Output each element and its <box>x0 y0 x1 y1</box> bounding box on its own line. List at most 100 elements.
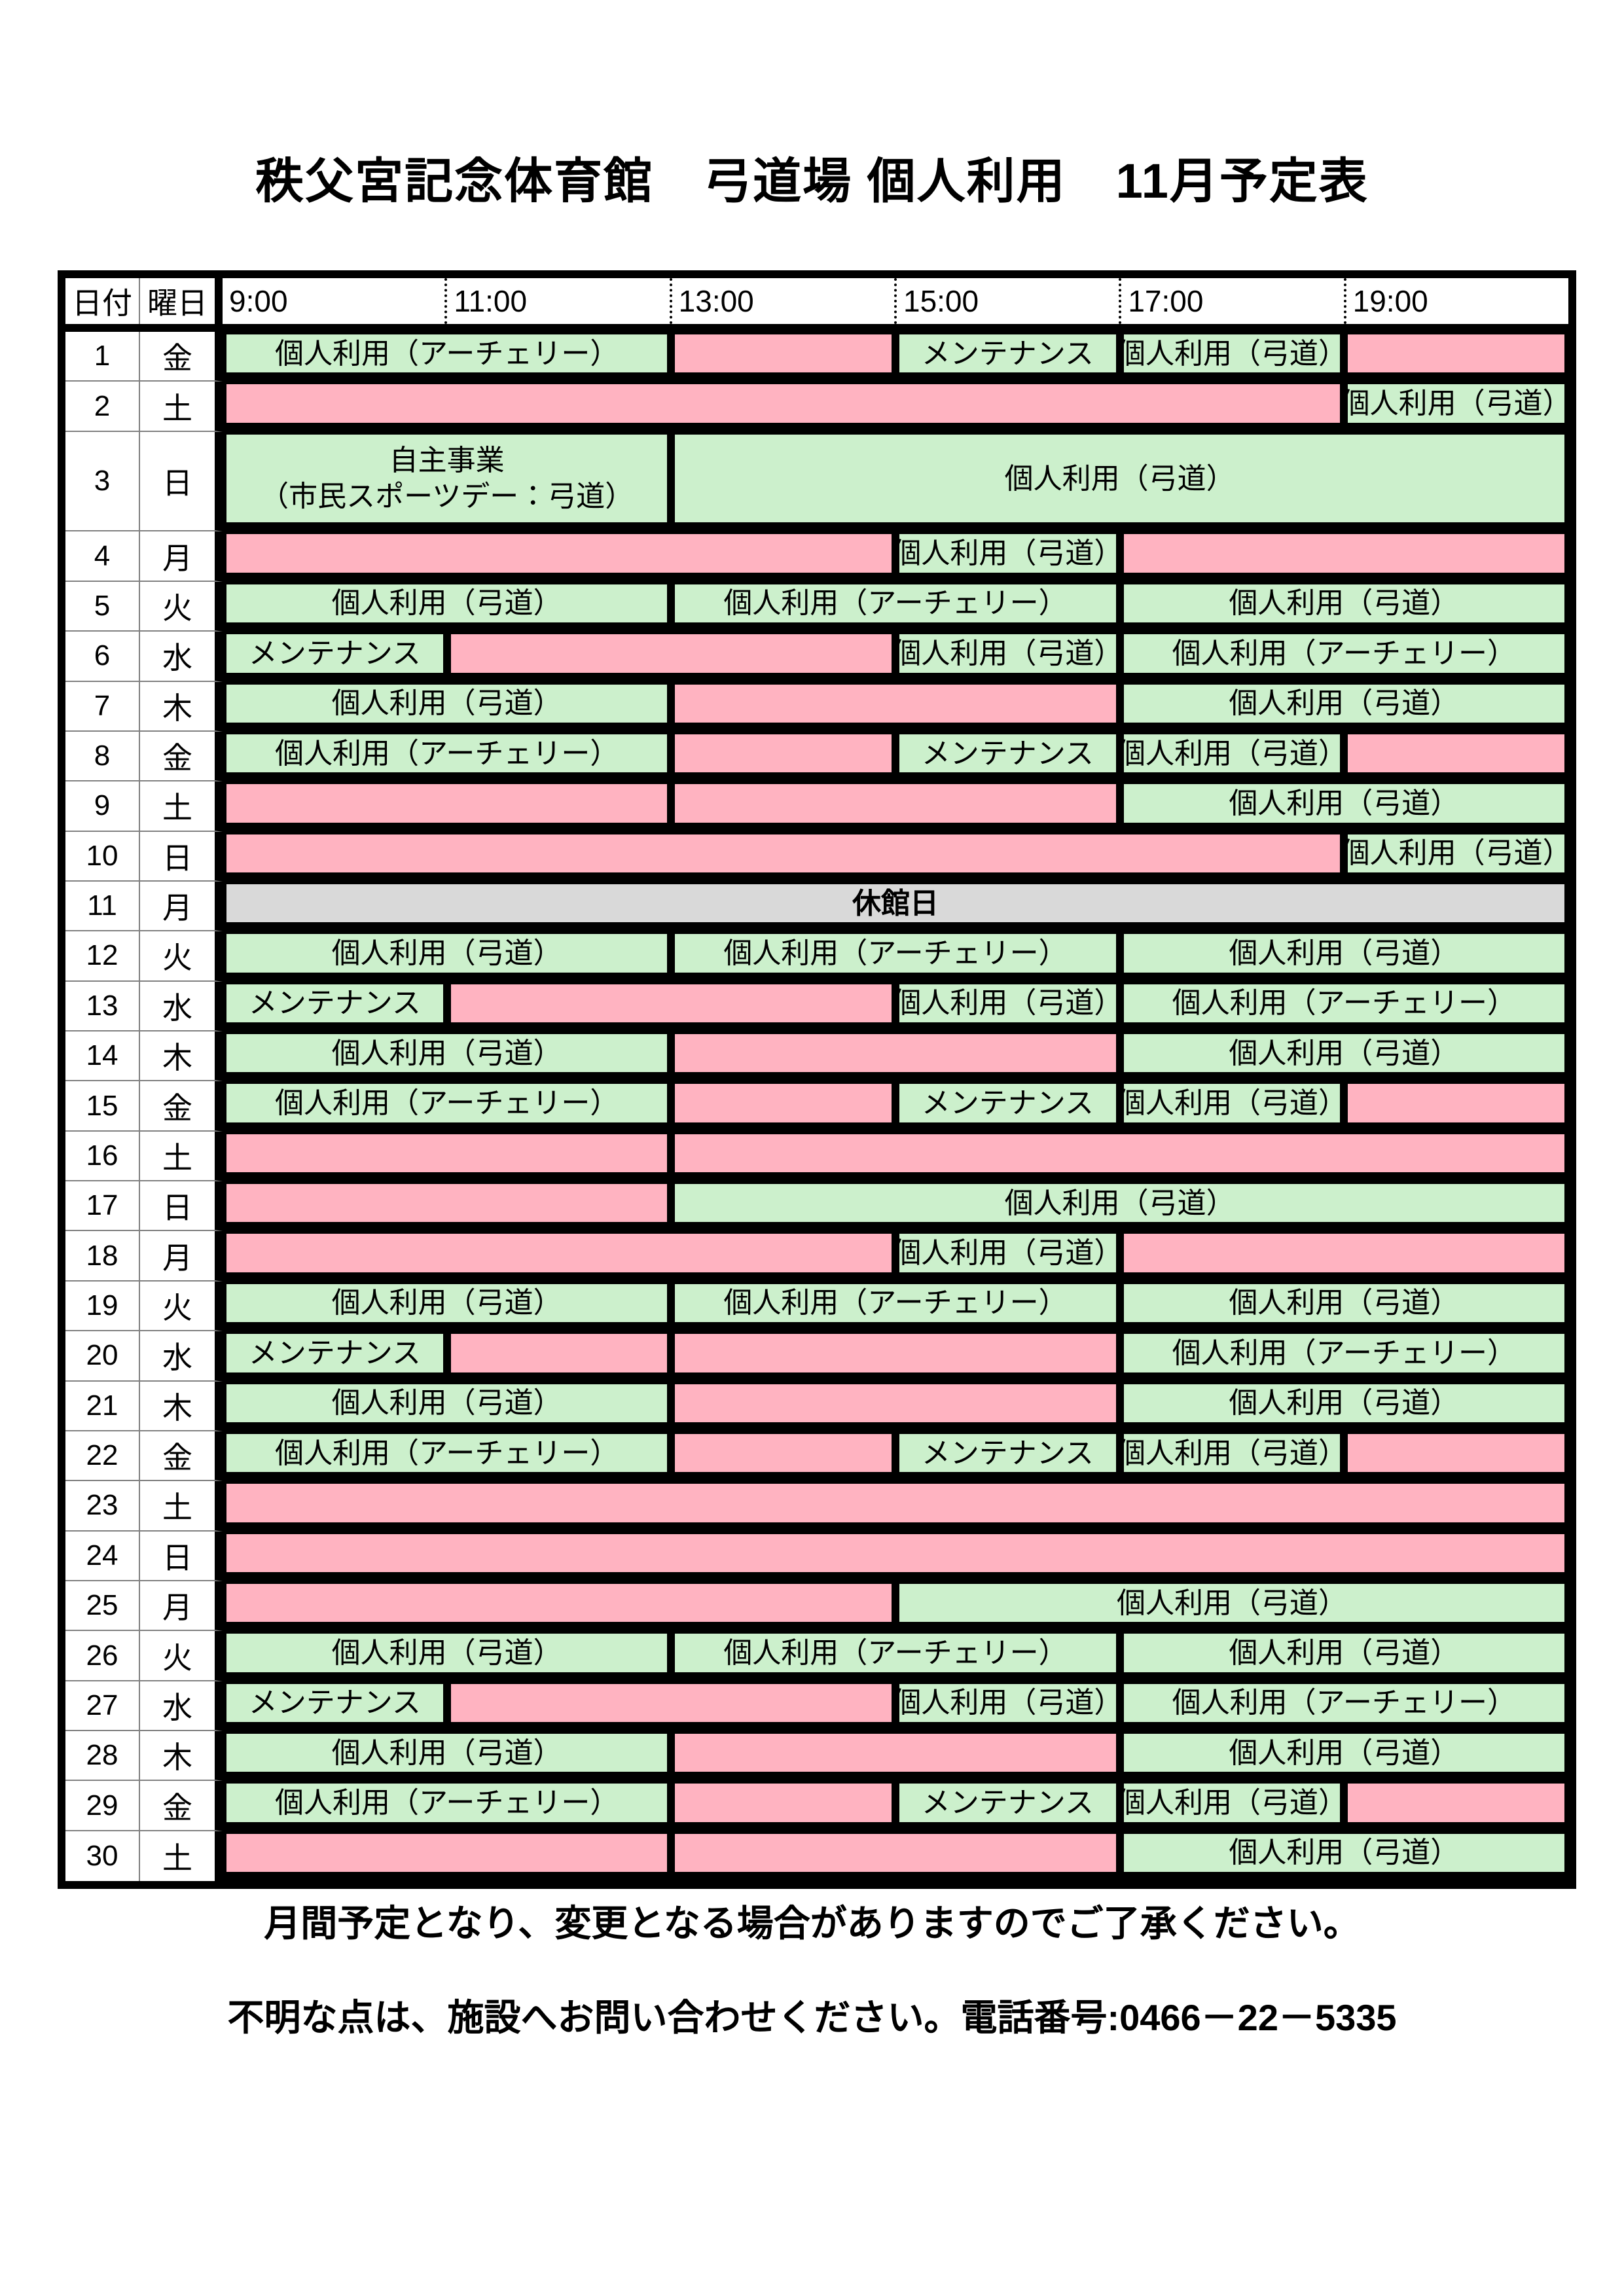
schedule-block-available: メンテナンス <box>226 1683 443 1723</box>
date-cell: 22 <box>65 1431 140 1482</box>
date-cell: 29 <box>65 1781 140 1831</box>
schedule-row: 8 金 個人利用（アーチェリー） メンテナンス 個人利用（弓道） <box>65 731 1568 782</box>
schedule-strip: 個人利用（弓道） <box>223 1581 1568 1632</box>
schedule-row: 1 金 個人利用（アーチェリー） メンテナンス 個人利用（弓道） <box>65 332 1568 382</box>
schedule-block-unavailable <box>1123 534 1564 573</box>
block-label: 個人利用（弓道） <box>331 1387 562 1420</box>
schedule-block-available: 個人利用（弓道） <box>226 1734 668 1772</box>
schedule-strip: 個人利用（弓道） <box>223 531 1568 582</box>
block-label: 個人利用（弓道） <box>1229 1637 1460 1669</box>
date-cell: 9 <box>65 781 140 832</box>
date-cell: 21 <box>65 1381 140 1431</box>
schedule-strip: 個人利用（弓道） 個人利用（弓道） <box>223 1381 1568 1431</box>
block-label: 個人利用（弓道） <box>1348 837 1564 870</box>
schedule-row: 21 木 個人利用（弓道） 個人利用（弓道） <box>65 1381 1568 1431</box>
schedule-row: 5 火 個人利用（弓道） 個人利用（アーチェリー） 個人利用（弓道） <box>65 581 1568 632</box>
schedule-block-available: 個人利用（弓道） <box>1123 934 1564 973</box>
day-cell: 火 <box>140 931 223 982</box>
schedule-block-available: メンテナンス <box>899 1784 1116 1822</box>
schedule-block-available: 個人利用（弓道） <box>226 584 668 623</box>
schedule-block-available: 個人利用（アーチェリー） <box>675 1634 1116 1672</box>
schedule-row: 3 日自主事業 （市民スポーツデー：弓道） 個人利用（弓道） <box>65 431 1568 532</box>
date-cell: 19 <box>65 1281 140 1332</box>
schedule-block-unavailable <box>1348 334 1564 373</box>
block-label: 個人利用（弓道） <box>1229 687 1460 720</box>
block-label: 個人利用（弓道） <box>1123 337 1341 370</box>
schedule-row: 10 日 個人利用（弓道） <box>65 831 1568 882</box>
day-cell: 水 <box>140 981 223 1032</box>
block-label: 個人利用（弓道） <box>331 687 562 720</box>
day-cell: 日 <box>140 1181 223 1232</box>
day-cell: 日 <box>140 431 223 532</box>
schedule-block-unavailable <box>226 534 892 573</box>
schedule-block-available: 個人利用（弓道） <box>675 434 1564 523</box>
day-cell: 月 <box>140 1581 223 1632</box>
schedule-strip: 個人利用（アーチェリー） メンテナンス 個人利用（弓道） <box>223 1081 1568 1132</box>
header-day-label: 曜日 <box>140 278 223 324</box>
time-label: 15:00 <box>893 278 1119 324</box>
block-label: 個人利用（アーチェリー） <box>723 1287 1068 1319</box>
note-contact-phone: 不明な点は、施設へお問い合わせください。電話番号:0466－22－5335 <box>227 1997 1397 2038</box>
table-header-row: 日付 曜日 9:00 11:00 13:00 15:00 17:00 19:00 <box>65 278 1568 332</box>
date-cell: 3 <box>65 431 140 532</box>
table-body: 1 金個人利用（アーチェリー） メンテナンス 個人利用（弓道） 2 土個人利用（弓道） 3 日… <box>65 332 1568 1882</box>
schedule-block-available: 個人利用（アーチェリー） <box>226 1784 668 1822</box>
day-cell: 月 <box>140 881 223 932</box>
schedule-block-unavailable <box>1123 1234 1564 1272</box>
schedule-row: 12 火 個人利用（弓道） 個人利用（アーチェリー） 個人利用（弓道） <box>65 931 1568 982</box>
block-label: メンテナンス <box>248 1336 421 1369</box>
schedule-block-available: 個人利用（弓道） <box>226 1634 668 1672</box>
block-label: 個人利用（弓道） <box>1229 937 1460 969</box>
schedule-row: 7 木 個人利用（弓道） 個人利用（弓道） <box>65 681 1568 732</box>
schedule-block-available: 個人利用（弓道） <box>1123 334 1341 373</box>
schedule-block-unavailable <box>226 384 1341 423</box>
block-label: メンテナンス <box>921 737 1094 770</box>
page-title: 秩父宮記念体育館 弓道場 個人利用 11月予定表 <box>255 154 1369 208</box>
schedule-block-available: 個人利用（弓道） <box>899 1234 1116 1272</box>
block-label: 個人利用（アーチェリー） <box>274 337 619 370</box>
schedule-block-available: 個人利用（弓道） <box>899 1583 1564 1623</box>
date-cell: 15 <box>65 1081 140 1132</box>
header-date-label: 日付 <box>65 278 140 324</box>
day-cell: 火 <box>140 1281 223 1332</box>
schedule-block-unavailable <box>226 1534 1564 1572</box>
block-label: 個人利用（弓道） <box>1229 1387 1460 1420</box>
date-cell: 27 <box>65 1681 140 1732</box>
date-cell: 13 <box>65 981 140 1032</box>
schedule-block-available: 個人利用（弓道） <box>226 684 668 723</box>
schedule-block-unavailable <box>675 1384 1116 1422</box>
schedule-row: 26 火 個人利用（弓道） 個人利用（アーチェリー） 個人利用（弓道） <box>65 1631 1568 1681</box>
day-cell: 日 <box>140 831 223 882</box>
day-cell: 金 <box>140 332 223 382</box>
schedule-strip: 個人利用（弓道） <box>223 1181 1568 1232</box>
time-label: 17:00 <box>1119 278 1343 324</box>
date-cell: 7 <box>65 681 140 732</box>
schedule-strip: 個人利用（弓道） <box>223 1831 1568 1882</box>
schedule-strip: 個人利用（アーチェリー） メンテナンス 個人利用（弓道） <box>223 1781 1568 1831</box>
note-monthly-schedule: 月間予定となり、変更となる場合がありますのでご了承ください。 <box>264 1903 1360 1944</box>
day-cell: 金 <box>140 1081 223 1132</box>
schedule-block-available: メンテナンス <box>226 1334 443 1372</box>
block-label: 個人利用（弓道） <box>1123 1787 1341 1820</box>
schedule-block-available: 個人利用（アーチェリー） <box>675 1283 1116 1323</box>
block-label: メンテナンス <box>248 1687 421 1719</box>
block-label: 個人利用（アーチェリー） <box>723 937 1068 969</box>
schedule-block-unavailable <box>675 1433 892 1473</box>
schedule-block-available: 個人利用（弓道） <box>226 1283 668 1323</box>
schedule-block-unavailable <box>226 1583 892 1623</box>
schedule-strip: 個人利用（弓道） <box>223 831 1568 882</box>
block-label: 個人利用（弓道） <box>331 1287 562 1319</box>
schedule-block-available: 個人利用（弓道） <box>1123 1034 1564 1073</box>
schedule-block-available: 個人利用（弓道） <box>1123 1784 1341 1822</box>
schedule-block-unavailable <box>450 1683 892 1723</box>
schedule-block-available: メンテナンス <box>226 634 443 673</box>
time-label: 11:00 <box>444 278 669 324</box>
schedule-block-unavailable <box>675 334 892 373</box>
schedule-row: 19 火 個人利用（弓道） 個人利用（アーチェリー） 個人利用（弓道） <box>65 1281 1568 1332</box>
day-cell: 土 <box>140 1831 223 1882</box>
schedule-block-unavailable <box>226 1134 668 1173</box>
schedule-strip: 個人利用（弓道） 個人利用（アーチェリー） 個人利用（弓道） <box>223 1631 1568 1681</box>
block-label: 個人利用（弓道） <box>899 1237 1116 1270</box>
schedule-block-available: 個人利用（アーチェリー） <box>1123 984 1564 1023</box>
block-label: 個人利用（弓道） <box>1348 387 1564 420</box>
